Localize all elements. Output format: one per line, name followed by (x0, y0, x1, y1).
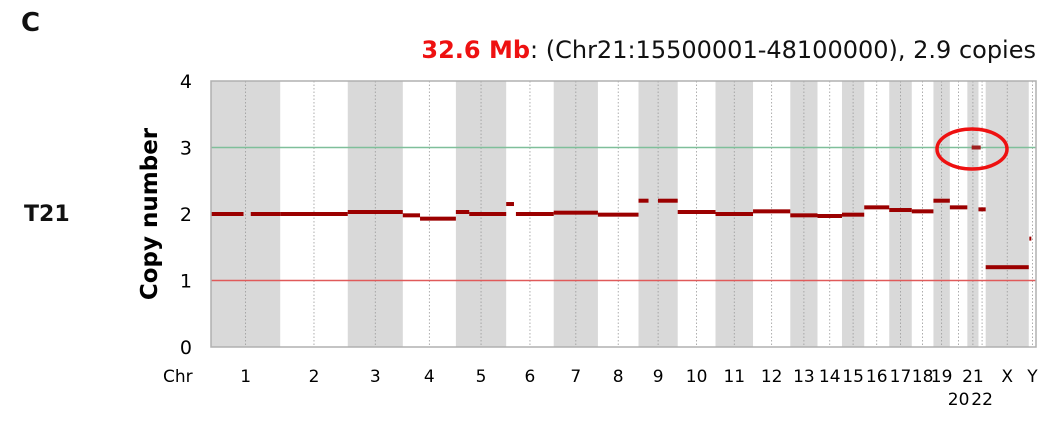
plot-frame (210, 80, 1037, 348)
segment-chr5 (455, 210, 470, 215)
panel-label: C (21, 8, 41, 38)
segment-chr8 (597, 212, 639, 217)
x-tick-label: 18 (912, 367, 934, 387)
segment-chr19 (933, 198, 950, 203)
chart-title: 32.6 Mb: (Chr21:15500001-48100000), 2.9 … (421, 36, 1036, 64)
sample-label: T21 (24, 202, 70, 227)
x-tick-label: 5 (476, 367, 487, 387)
segment-chr12 (753, 209, 791, 214)
segment-chr1 (250, 212, 281, 216)
segment-chr18 (911, 209, 934, 214)
segment-chr22 (978, 207, 986, 212)
segment-chr1 (211, 212, 244, 216)
segment-chr10 (677, 210, 716, 215)
segments (211, 145, 1032, 270)
title-rest: : (Chr21:15500001-48100000), 2.9 copies (530, 36, 1036, 64)
highlight-circle (935, 127, 1009, 171)
segment-chr5 (469, 212, 507, 216)
segment-chr4 (402, 213, 421, 218)
reference-lines (211, 146, 1036, 282)
x-tick-label: 1 (240, 367, 251, 387)
x-tick-label: Y (1026, 367, 1038, 387)
segment-chrX (985, 265, 1029, 270)
segment-chr14 (817, 213, 842, 218)
x-tick-label: 20 (948, 390, 970, 410)
segment-chr6 (506, 202, 514, 207)
x-tick-label: 7 (570, 367, 581, 387)
segment-chr4 (420, 216, 456, 221)
x-tick-label: 13 (793, 367, 815, 387)
title-highlight: 32.6 Mb (421, 36, 531, 64)
y-tick-label: 3 (180, 138, 192, 160)
segment-chr3 (347, 210, 403, 215)
x-tick-label: 15 (842, 367, 864, 387)
y-axis: 0 1 2 3 4 (180, 71, 192, 359)
y-tick-label: 0 (180, 337, 192, 359)
segment-chr16 (864, 205, 890, 210)
segment-chr9 (657, 198, 678, 203)
x-tick-label: 11 (723, 367, 745, 387)
y-axis-label: Copy number (137, 127, 163, 300)
y-tick-label: 4 (180, 71, 192, 93)
y-tick-label: 1 (180, 271, 192, 293)
segment-chr21 (971, 145, 981, 150)
segment-chr20 (949, 205, 968, 210)
x-tick-label: 14 (819, 367, 841, 387)
segment-chr6 (515, 212, 554, 216)
segment-chr15 (841, 212, 865, 217)
x-tick-label: 22 (971, 390, 993, 410)
segment-chr17 (889, 208, 912, 213)
x-tick-label: 6 (525, 367, 536, 387)
x-tick-label: 12 (761, 367, 783, 387)
x-tick-label: 9 (653, 367, 664, 387)
x-tick-label: 4 (424, 367, 435, 387)
x-tick-label: 10 (686, 367, 708, 387)
segment-chrY (1029, 236, 1032, 241)
x-tick-label: 8 (613, 367, 624, 387)
x-tick-label: 17 (890, 367, 912, 387)
segment-chr11 (715, 212, 754, 216)
segment-chr7 (553, 210, 598, 215)
x-tick-label: 3 (370, 367, 381, 387)
segment-chr9 (638, 198, 649, 203)
y-tick-label: 2 (180, 204, 192, 226)
x-axis-label: Chr (163, 367, 193, 387)
x-tick-label: 2 (309, 367, 320, 387)
x-tick-label: 19 (931, 367, 953, 387)
x-tick-label: 21 (962, 367, 984, 387)
x-tick-label: 16 (866, 367, 888, 387)
segment-chr2 (280, 212, 348, 216)
x-tick-label: X (1001, 367, 1013, 387)
segment-chr13 (790, 213, 818, 218)
